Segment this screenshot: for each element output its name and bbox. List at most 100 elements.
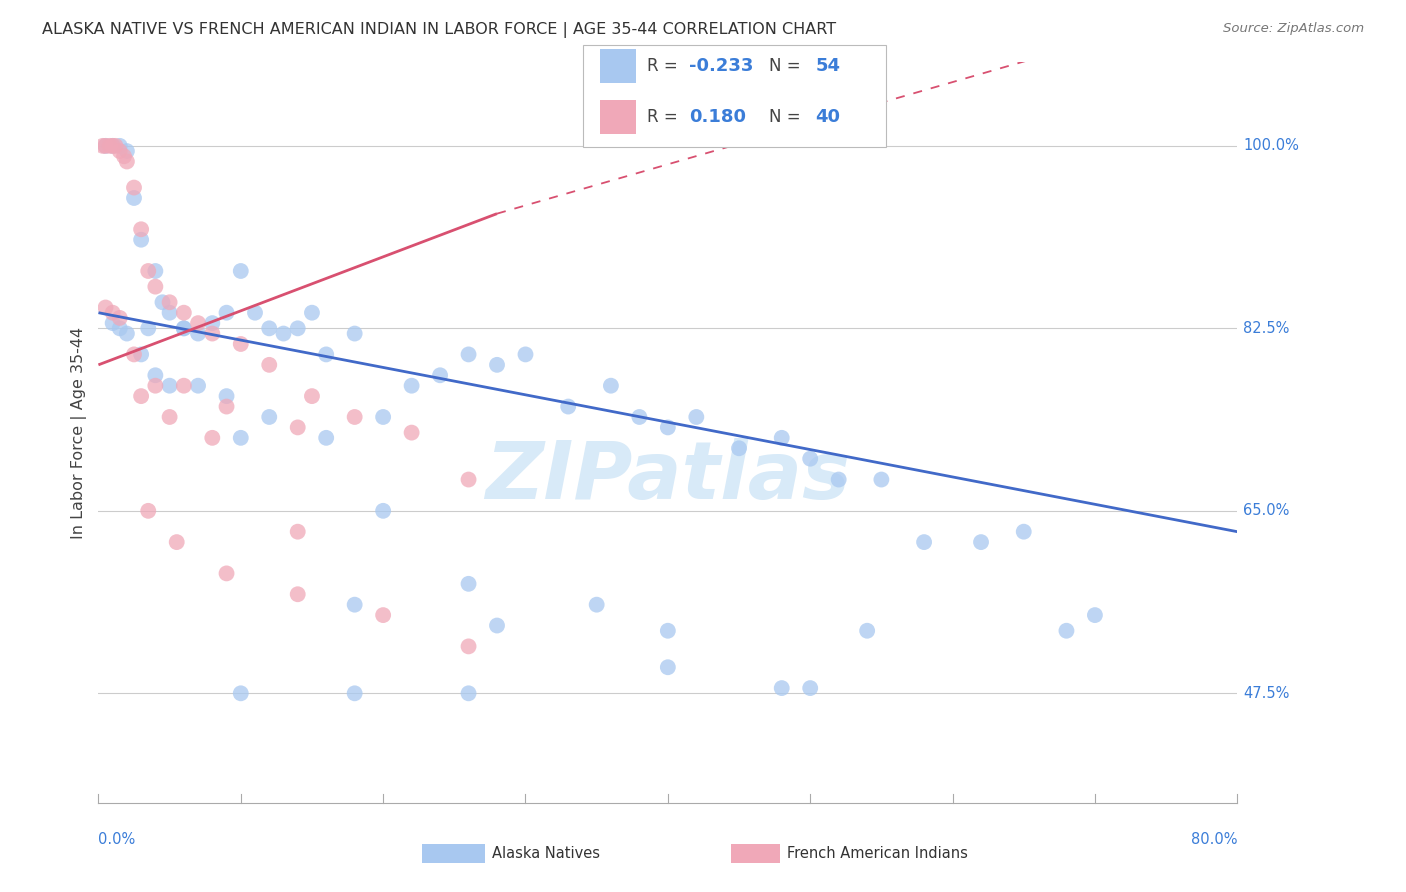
Point [287, 587, 309, 601]
Point [173, 306, 195, 320]
Point [94, 139, 117, 153]
Text: French American Indians: French American Indians [787, 847, 969, 861]
Point [115, 144, 138, 158]
Text: 0.180: 0.180 [689, 108, 747, 126]
Point [315, 347, 337, 361]
Point [1056, 624, 1078, 638]
Point [104, 139, 127, 153]
Point [1084, 608, 1107, 623]
Point [457, 640, 479, 654]
Point [657, 660, 679, 674]
Point [343, 409, 366, 424]
Point [657, 420, 679, 434]
Point [429, 368, 451, 383]
Point [129, 347, 152, 361]
Point [152, 295, 174, 310]
Point [91, 139, 114, 153]
Point [401, 378, 423, 392]
Point [215, 566, 238, 581]
Point [173, 321, 195, 335]
Point [343, 686, 366, 700]
Point [343, 326, 366, 341]
Point [187, 316, 209, 330]
Point [98, 139, 121, 153]
Point [728, 442, 751, 456]
Point [770, 681, 793, 695]
Text: Alaska Natives: Alaska Natives [492, 847, 600, 861]
Point [101, 139, 124, 153]
Point [129, 233, 152, 247]
Point [287, 420, 309, 434]
Point [457, 473, 479, 487]
Text: 54: 54 [815, 56, 841, 75]
Text: 0.0%: 0.0% [98, 832, 135, 847]
Point [457, 577, 479, 591]
Text: R =: R = [647, 56, 683, 75]
Text: R =: R = [647, 108, 688, 126]
Point [108, 139, 131, 153]
Point [457, 347, 479, 361]
Point [229, 264, 252, 278]
Text: N =: N = [769, 56, 806, 75]
Point [259, 358, 281, 372]
Point [770, 431, 793, 445]
Point [301, 306, 323, 320]
Point [371, 409, 394, 424]
Point [112, 149, 135, 163]
Point [287, 524, 309, 539]
Point [187, 326, 209, 341]
Point [173, 378, 195, 392]
Point [215, 389, 238, 403]
Point [101, 139, 124, 153]
Point [486, 618, 509, 632]
Point [129, 222, 152, 236]
Point [201, 316, 224, 330]
Point [856, 624, 879, 638]
Point [108, 144, 131, 158]
Point [343, 598, 366, 612]
Point [129, 389, 152, 403]
Text: ZIPatlas: ZIPatlas [485, 438, 851, 516]
Point [273, 326, 295, 341]
Text: N =: N = [769, 108, 806, 126]
Point [229, 431, 252, 445]
Point [799, 681, 821, 695]
Point [457, 686, 479, 700]
Point [201, 326, 224, 341]
Point [145, 378, 167, 392]
Point [515, 347, 537, 361]
Point [136, 321, 159, 335]
Point [828, 473, 851, 487]
Point [628, 409, 651, 424]
Point [215, 400, 238, 414]
Point [136, 504, 159, 518]
Point [259, 409, 281, 424]
Point [122, 347, 145, 361]
Point [600, 378, 623, 392]
Point [159, 295, 181, 310]
Point [401, 425, 423, 440]
Point [159, 409, 181, 424]
Point [159, 378, 181, 392]
Point [229, 686, 252, 700]
Point [371, 504, 394, 518]
Point [486, 358, 509, 372]
Point [259, 321, 281, 335]
Point [94, 139, 117, 153]
Text: ALASKA NATIVE VS FRENCH AMERICAN INDIAN IN LABOR FORCE | AGE 35-44 CORRELATION C: ALASKA NATIVE VS FRENCH AMERICAN INDIAN … [42, 22, 837, 38]
Point [287, 321, 309, 335]
Point [657, 624, 679, 638]
Point [685, 409, 707, 424]
Point [115, 326, 138, 341]
Point [799, 451, 821, 466]
Point [243, 306, 266, 320]
Point [159, 306, 181, 320]
Point [187, 378, 209, 392]
Point [229, 337, 252, 351]
Point [115, 154, 138, 169]
Point [215, 306, 238, 320]
Point [1012, 524, 1035, 539]
Point [122, 180, 145, 194]
Point [315, 431, 337, 445]
Text: 40: 40 [815, 108, 841, 126]
